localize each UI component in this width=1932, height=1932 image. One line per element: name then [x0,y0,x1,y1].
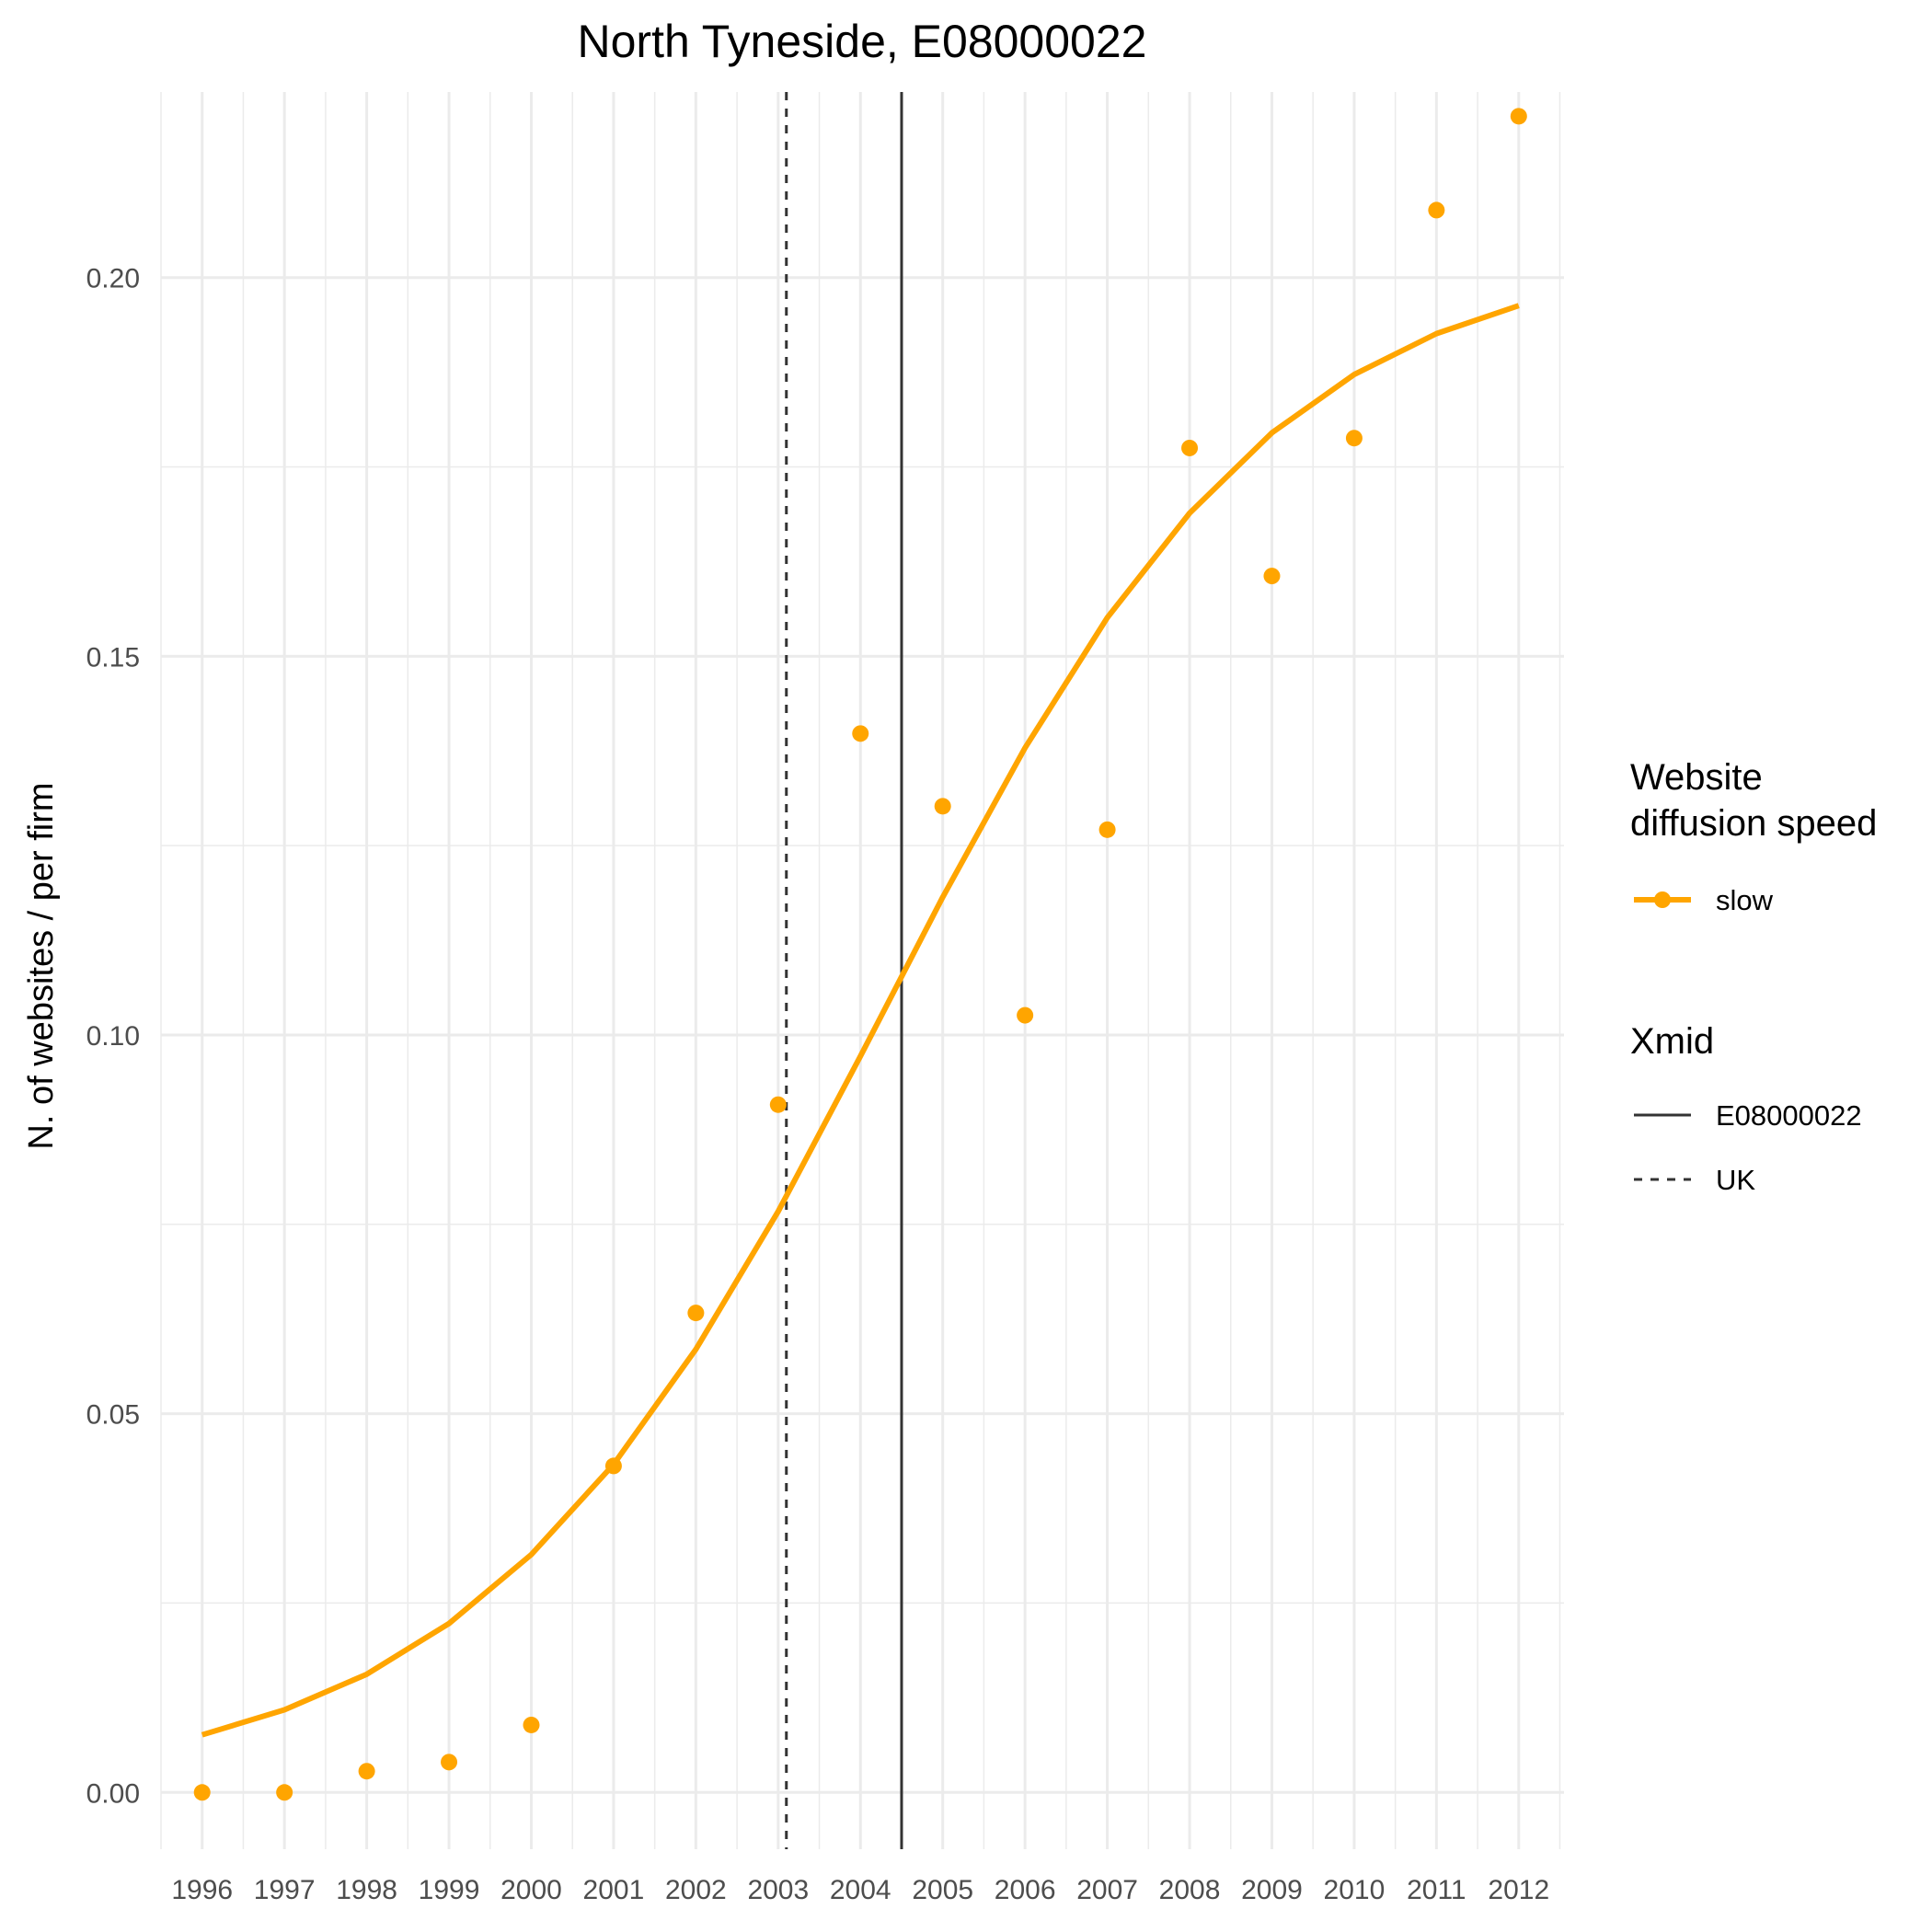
y-tick-label: 0.15 [86,642,140,673]
data-point [1098,821,1116,838]
reference-lines [785,92,903,1849]
x-tick-label: 2009 [1241,1875,1303,1905]
x-tick-label: 2011 [1407,1875,1466,1905]
legend-swatch-slow-point [1654,891,1671,908]
x-tick-label: 2007 [1076,1875,1138,1905]
x-tick-label: 1996 [171,1875,233,1905]
data-point [193,1784,211,1801]
x-tick-label: 2001 [583,1875,645,1905]
x-tick-label: 2005 [912,1875,973,1905]
data-point [934,798,951,815]
x-tick-label: 2010 [1324,1875,1386,1905]
data-point [604,1457,622,1475]
data-point [1510,108,1527,125]
data-point [852,725,869,742]
data-point [1263,568,1281,585]
series [193,108,1527,1801]
x-tick-label: 2012 [1488,1875,1549,1905]
legend-title-speed: Website [1630,757,1763,798]
y-tick-label: 0.20 [86,264,140,294]
x-tick-label: 2003 [747,1875,809,1905]
chart-title: North Tyneside, E08000022 [578,16,1147,67]
data-point [441,1754,458,1771]
y-tick-label: 0.10 [86,1021,140,1052]
data-point [1181,439,1199,456]
data-point [276,1784,293,1801]
y-tick-label: 0.05 [86,1400,140,1431]
data-point [687,1305,705,1322]
x-tick-label: 1997 [254,1875,316,1905]
x-tick-label: 2006 [995,1875,1056,1905]
y-axis-title: N. of websites / per firm [22,782,61,1149]
x-tick-label: 2002 [665,1875,727,1905]
legend-label-slow: slow [1716,884,1774,916]
tick-labels: 1996 1997 1998 1999 2000 2001 2002 2003 2004 2005… [86,264,1550,1905]
data-point [1345,430,1363,447]
legend: Website diffusion speed slow Xmid E08000022 U… [1630,757,1877,1196]
data-point [769,1096,787,1113]
x-tick-label: 2008 [1159,1875,1221,1905]
y-tick-label: 0.00 [86,1778,140,1809]
legend-title-xmid: Xmid [1630,1021,1714,1062]
x-tick-label: 1998 [336,1875,397,1905]
data-point [358,1763,375,1780]
data-point [523,1716,540,1733]
data-point [1428,201,1445,219]
gridlines [160,92,1564,1849]
legend-title-speed: diffusion speed [1630,803,1877,844]
legend-label-xmid: UK [1716,1164,1755,1196]
legend-label-xmid: E08000022 [1716,1099,1862,1132]
x-tick-label: 2000 [500,1875,562,1905]
data-point [1017,1006,1034,1024]
fitted-curve-slow [201,303,1520,1738]
x-tick-label: 1999 [419,1875,480,1905]
x-tick-label: 2004 [830,1875,891,1905]
